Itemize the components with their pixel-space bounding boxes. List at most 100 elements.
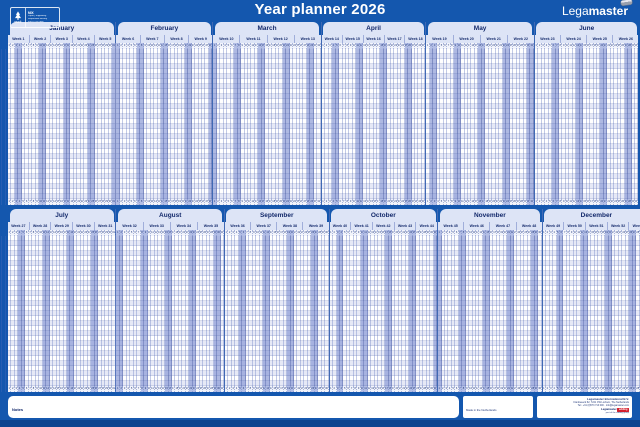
day-cell: 22 xyxy=(402,230,406,236)
day-column xyxy=(416,236,420,386)
day-column xyxy=(502,49,507,199)
day-column xyxy=(140,236,145,386)
day-column xyxy=(311,236,315,386)
day-cell: 28 xyxy=(306,199,311,205)
month-grid xyxy=(8,49,116,199)
week-label-21: Week 21 xyxy=(481,35,508,43)
legamaster-logo: Legamaster xyxy=(562,0,633,18)
day-column xyxy=(542,49,546,199)
day-cell: 9 xyxy=(349,43,353,49)
day-cell: 10 xyxy=(244,43,248,49)
day-column xyxy=(391,49,395,199)
day-column xyxy=(130,49,134,199)
day-cell: 8 xyxy=(32,199,36,205)
day-column xyxy=(587,49,591,199)
day-column xyxy=(245,49,248,199)
day-cell: 13 xyxy=(584,386,588,392)
day-cell: 30 xyxy=(526,43,531,49)
day-column xyxy=(406,236,410,386)
month-grid xyxy=(426,49,534,199)
day-cell: 2 xyxy=(546,386,550,392)
day-column xyxy=(499,49,503,199)
day-cell: 5 xyxy=(227,199,231,205)
day-column xyxy=(300,49,304,199)
day-cell: 20 xyxy=(182,386,186,392)
day-column xyxy=(418,49,422,199)
week-label-22: Week 22 xyxy=(513,37,528,41)
day-cell: 10 xyxy=(256,230,260,236)
day-column xyxy=(116,49,120,199)
day-cell: 23 xyxy=(191,199,196,205)
day-column xyxy=(304,236,308,386)
day-column xyxy=(543,236,547,386)
day-cell: 27 xyxy=(205,43,209,49)
day-cell: 9 xyxy=(241,43,245,49)
day-cell: 18 xyxy=(380,199,384,205)
day-cell: 19 xyxy=(178,386,183,392)
week-label-7: Week 7 xyxy=(141,35,165,43)
day-cell: 10 xyxy=(360,230,365,236)
day-cell: 2 xyxy=(11,386,15,392)
day-cell: 28 xyxy=(318,386,322,392)
day-column xyxy=(148,236,152,386)
day-cell: 13 xyxy=(371,386,375,392)
day-cell: 19 xyxy=(178,43,182,49)
day-column xyxy=(583,49,587,199)
day-cell: 25 xyxy=(625,386,630,392)
day-cell: 21 xyxy=(77,230,81,236)
day-cell: 15 xyxy=(378,386,382,392)
day-cell: 3 xyxy=(123,386,127,392)
day-cell: 18 xyxy=(66,386,71,392)
day-cell: 5 xyxy=(130,199,134,205)
day-cell: 23 xyxy=(610,43,615,49)
day-column xyxy=(39,236,43,386)
day-cell: 22 xyxy=(189,230,193,236)
day-cell: 22 xyxy=(188,199,192,205)
day-cell: 31 xyxy=(112,230,116,236)
day-cell: 25 xyxy=(198,199,203,205)
day-cell: 16 xyxy=(60,230,64,236)
day-cell: 11 xyxy=(356,199,360,205)
day-column xyxy=(442,236,445,386)
day-cell: 2 xyxy=(325,199,329,205)
day-cell: 16 xyxy=(167,43,172,49)
day-cell: 3 xyxy=(14,199,19,205)
day-column xyxy=(91,236,95,386)
day-cell: 24 xyxy=(196,386,200,392)
day-cell: 21 xyxy=(294,230,298,236)
day-column xyxy=(402,236,406,386)
day-column xyxy=(182,236,186,386)
day-column xyxy=(151,236,155,386)
day-cell: 3 xyxy=(220,43,224,49)
day-cell: 11 xyxy=(42,43,47,49)
day-column xyxy=(322,236,326,386)
day-cell: 15 xyxy=(261,199,266,205)
day-column xyxy=(628,49,632,199)
day-cell: 20 xyxy=(290,230,295,236)
day-cell: 17 xyxy=(481,43,486,49)
day-cell: 23 xyxy=(84,43,88,49)
week-label-37: Week 37 xyxy=(251,222,278,230)
day-column xyxy=(294,236,298,386)
day-cell: 4 xyxy=(339,230,344,236)
day-column xyxy=(556,236,560,386)
company-info-box: Legamaster International B.V. Kwinkweerd… xyxy=(537,396,632,418)
day-column xyxy=(168,49,172,199)
day-column xyxy=(535,49,539,199)
day-cell: 20 xyxy=(395,230,399,236)
day-column xyxy=(490,236,494,386)
day-column xyxy=(123,49,127,199)
day-cell: 29 xyxy=(105,43,109,49)
day-column xyxy=(359,49,364,199)
day-cell: 29 xyxy=(105,230,109,236)
day-column xyxy=(301,236,305,386)
made-in-text: Made in the Netherlands xyxy=(466,408,497,412)
day-cell: 6 xyxy=(231,199,235,205)
day-column xyxy=(192,49,196,199)
day-cell: 15 xyxy=(56,43,61,49)
day-cell: 13 xyxy=(576,43,580,49)
day-cell: 28 xyxy=(101,386,106,392)
day-cell: 16 xyxy=(168,230,172,236)
month-grid xyxy=(116,49,213,199)
